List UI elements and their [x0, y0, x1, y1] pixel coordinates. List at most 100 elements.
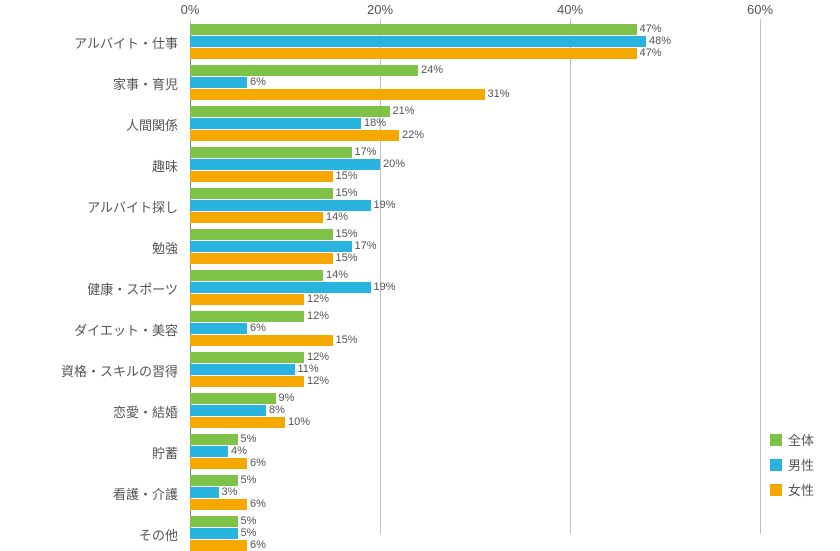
bar — [190, 405, 266, 416]
bar — [190, 241, 352, 252]
category-label: 看護・介護 — [0, 484, 178, 503]
value-label: 15% — [336, 187, 358, 199]
value-label: 6% — [250, 457, 266, 469]
legend: 全体男性女性 — [770, 430, 814, 505]
value-label: 15% — [336, 228, 358, 240]
value-label: 5% — [241, 515, 257, 527]
bar — [190, 36, 646, 47]
category-label: 健康・スポーツ — [0, 279, 178, 298]
bar — [190, 311, 304, 322]
value-label: 5% — [241, 474, 257, 486]
bar — [190, 335, 333, 346]
gridline — [570, 24, 571, 534]
bar — [190, 323, 247, 334]
category-label: その他 — [0, 525, 178, 544]
value-label: 12% — [307, 351, 329, 363]
value-label: 8% — [269, 404, 285, 416]
value-label: 47% — [640, 23, 662, 35]
bar — [190, 159, 380, 170]
category-label: アルバイト探し — [0, 197, 178, 216]
bar — [190, 118, 361, 129]
bar — [190, 130, 399, 141]
bar — [190, 364, 295, 375]
bar — [190, 229, 333, 240]
value-label: 15% — [336, 252, 358, 264]
value-label: 31% — [488, 88, 510, 100]
bar — [190, 77, 247, 88]
value-label: 12% — [307, 375, 329, 387]
legend-swatch — [770, 434, 782, 446]
bar — [190, 376, 304, 387]
value-label: 11% — [298, 363, 319, 375]
bar — [190, 48, 637, 59]
value-label: 24% — [421, 64, 443, 76]
bar — [190, 417, 285, 428]
value-label: 3% — [222, 486, 238, 498]
legend-label: 全体 — [788, 430, 814, 449]
bar — [190, 458, 247, 469]
value-label: 6% — [250, 322, 266, 334]
legend-label: 女性 — [788, 480, 814, 499]
legend-item: 男性 — [770, 455, 814, 474]
legend-swatch — [770, 484, 782, 496]
x-axis-label: 40% — [557, 2, 583, 17]
value-label: 47% — [640, 47, 662, 59]
legend-item: 女性 — [770, 480, 814, 499]
value-label: 17% — [355, 240, 377, 252]
category-label: 勉強 — [0, 238, 178, 257]
bar — [190, 270, 323, 281]
category-label: アルバイト・仕事 — [0, 33, 178, 52]
value-label: 22% — [402, 129, 424, 141]
value-label: 21% — [393, 105, 415, 117]
bar — [190, 106, 390, 117]
value-label: 17% — [355, 146, 377, 158]
value-label: 19% — [374, 281, 396, 293]
bar — [190, 24, 637, 35]
bar — [190, 212, 323, 223]
bar — [190, 294, 304, 305]
gridline — [380, 24, 381, 534]
value-label: 5% — [241, 527, 257, 539]
value-label: 20% — [383, 158, 405, 170]
category-label: 趣味 — [0, 156, 178, 175]
bar — [190, 65, 418, 76]
bar — [190, 475, 238, 486]
bar — [190, 499, 247, 510]
legend-item: 全体 — [770, 430, 814, 449]
value-label: 4% — [231, 445, 247, 457]
value-label: 15% — [336, 170, 358, 182]
bar — [190, 516, 238, 527]
value-label: 12% — [307, 293, 329, 305]
value-label: 5% — [241, 433, 257, 445]
value-label: 14% — [326, 211, 348, 223]
category-label: 人間関係 — [0, 115, 178, 134]
x-axis-label: 20% — [367, 2, 393, 17]
bar — [190, 487, 219, 498]
value-label: 9% — [279, 392, 295, 404]
bar — [190, 540, 247, 551]
value-label: 15% — [336, 334, 358, 346]
value-label: 6% — [250, 76, 266, 88]
bar — [190, 171, 333, 182]
category-label: 貯蓄 — [0, 443, 178, 462]
bar — [190, 147, 352, 158]
bar — [190, 282, 371, 293]
value-label: 12% — [307, 310, 329, 322]
legend-swatch — [770, 459, 782, 471]
bar — [190, 393, 276, 404]
category-label: ダイエット・美容 — [0, 320, 178, 339]
bar — [190, 434, 238, 445]
bar — [190, 200, 371, 211]
legend-label: 男性 — [788, 455, 814, 474]
value-label: 19% — [374, 199, 396, 211]
value-label: 18% — [364, 117, 386, 129]
gridline — [760, 24, 761, 534]
bar — [190, 528, 238, 539]
bar — [190, 253, 333, 264]
category-label: 恋愛・結婚 — [0, 402, 178, 421]
bar — [190, 89, 485, 100]
tick — [760, 19, 761, 24]
grouped-bar-chart: 0%20%40%60%アルバイト・仕事47%48%47%家事・育児24%6%31… — [0, 0, 840, 544]
category-label: 資格・スキルの習得 — [0, 361, 178, 380]
value-label: 48% — [649, 35, 671, 47]
